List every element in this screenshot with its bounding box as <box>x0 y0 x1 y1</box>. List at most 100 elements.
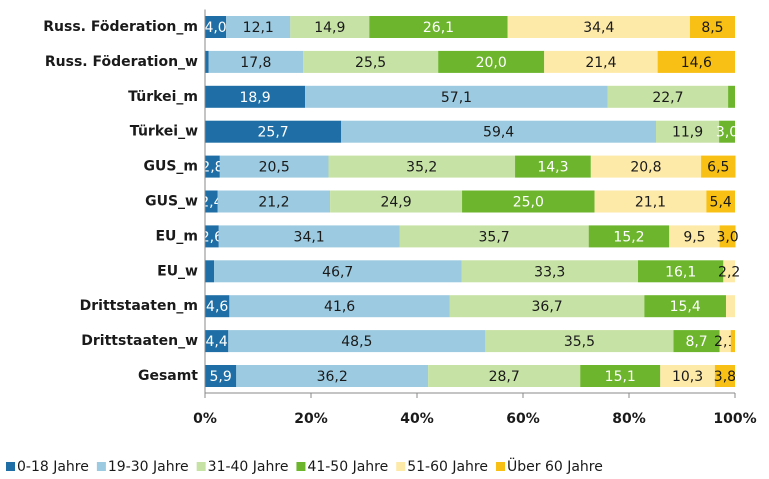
data-label: 15,4 <box>670 299 701 315</box>
bar-segment <box>507 16 690 38</box>
data-label: 5,4 <box>710 195 732 211</box>
bar-segment <box>399 225 589 248</box>
bar-segment <box>228 330 486 353</box>
data-label: 21,1 <box>635 195 666 211</box>
data-label: 35,2 <box>406 160 437 176</box>
bar-segment <box>205 120 342 143</box>
bar-segment <box>461 260 639 283</box>
bar-segment <box>594 190 707 213</box>
bar-segment <box>673 330 720 353</box>
bar-segment <box>485 330 674 353</box>
data-label: 3,0 <box>716 229 738 245</box>
legend-label: 51-60 Jahre <box>407 459 488 475</box>
category-label: GUS_w <box>145 194 198 210</box>
x-tick-label: 40% <box>400 411 434 427</box>
data-label: 2,8 <box>201 160 223 176</box>
bar-segment <box>305 85 608 108</box>
category-label: Drittstaaten_m <box>80 298 198 314</box>
category-label: Drittstaaten_w <box>81 333 198 349</box>
data-label: 5,9 <box>210 369 232 385</box>
data-label: 15,1 <box>605 369 636 385</box>
data-label: 2,4 <box>200 195 222 211</box>
bar-segment <box>208 50 304 73</box>
bar-segment <box>725 295 735 318</box>
data-label: 8,5 <box>701 20 723 36</box>
bar-segment <box>229 295 450 318</box>
bar-segment <box>544 50 658 73</box>
data-label: 22,7 <box>652 90 683 106</box>
bar-segment <box>205 330 229 353</box>
data-label: 46,7 <box>322 264 353 280</box>
legend-label: 41-50 Jahre <box>307 459 388 475</box>
data-label: 21,4 <box>585 55 616 71</box>
data-label: 18,9 <box>239 90 270 106</box>
bar-segment <box>669 225 720 248</box>
bar-segment <box>328 155 516 178</box>
data-label: 33,3 <box>534 264 565 280</box>
x-tick-label: 80% <box>612 411 646 427</box>
bar-segment <box>205 50 209 73</box>
data-label: 9,5 <box>683 229 705 245</box>
data-label: 3,0 <box>716 125 738 141</box>
data-label: 20,0 <box>476 55 507 71</box>
category-label: Türkei_w <box>130 124 198 140</box>
x-tick-label: 60% <box>506 411 540 427</box>
bar-segment <box>607 85 729 108</box>
data-label: 26,1 <box>423 20 454 36</box>
data-label: 4,6 <box>206 299 228 315</box>
bar-segment <box>217 190 331 213</box>
data-label: 16,1 <box>665 264 696 280</box>
bar-segment <box>580 365 661 387</box>
bar-segment <box>205 190 218 213</box>
bar-segment <box>728 85 735 108</box>
bar-segment <box>689 16 735 38</box>
data-label: 14,6 <box>681 55 712 71</box>
bar-segment <box>706 190 735 213</box>
legend-swatch <box>6 462 15 471</box>
data-label: 14,3 <box>537 160 568 176</box>
data-label: 3,8 <box>714 369 736 385</box>
bar-segment <box>369 16 508 38</box>
data-label: 25,5 <box>355 55 386 71</box>
category-label: Türkei_m <box>128 89 198 105</box>
legend-swatch <box>296 462 306 471</box>
category-label: EU_m <box>155 228 198 244</box>
bar-segment <box>205 365 237 387</box>
bar-segment <box>205 85 306 108</box>
bar-segment <box>723 260 735 283</box>
category-label: Gesamt <box>138 368 198 384</box>
data-label: 14,9 <box>314 20 345 36</box>
data-label: 34,1 <box>294 229 325 245</box>
data-label: 4,4 <box>206 334 228 350</box>
legend-swatch <box>396 462 406 471</box>
data-label: 34,4 <box>583 20 614 36</box>
bar-segment <box>330 190 463 213</box>
bar-segment <box>303 50 439 73</box>
bar-segment <box>515 155 591 178</box>
data-label: 21,2 <box>258 195 289 211</box>
bar-segment <box>205 225 219 248</box>
bar-segment <box>644 295 726 318</box>
bar-segment <box>462 190 595 213</box>
bar-segment <box>701 155 736 178</box>
data-label: 48,5 <box>341 334 372 350</box>
x-tick-label: 0% <box>193 411 217 427</box>
bar-segment <box>657 50 735 73</box>
x-tick-label: 100% <box>713 411 756 427</box>
bar-segment <box>449 295 645 318</box>
bar-segment <box>719 330 731 353</box>
bar-segment <box>341 120 657 143</box>
data-label: 59,4 <box>483 125 514 141</box>
data-label: 6,5 <box>707 160 729 176</box>
legend-label: 31-40 Jahre <box>208 459 289 475</box>
data-label: 57,1 <box>441 90 472 106</box>
bar-segment <box>290 16 370 38</box>
bar-segment <box>638 260 724 283</box>
bar-segment <box>205 295 230 318</box>
data-label: 20,8 <box>630 160 661 176</box>
data-label: 35,7 <box>479 229 510 245</box>
data-label: 8,7 <box>685 334 707 350</box>
data-label: 35,5 <box>564 334 595 350</box>
legend-swatch <box>196 462 206 471</box>
